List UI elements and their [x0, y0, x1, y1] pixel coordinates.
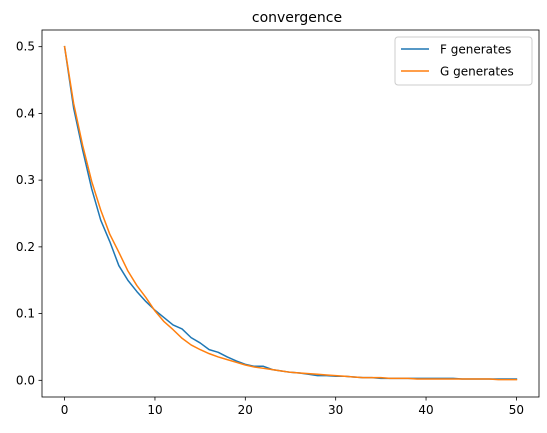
- plot-frame: [41, 29, 540, 398]
- x-tick-label: 50: [509, 403, 524, 417]
- chart-title: convergence: [252, 10, 342, 26]
- x-tick-label: 20: [238, 403, 253, 417]
- x-tick-label: 10: [147, 403, 162, 417]
- x-tick-label: 40: [418, 403, 433, 417]
- y-tick-label: 0.1: [16, 307, 35, 321]
- series-line-g-generates: [63, 45, 518, 381]
- legend-label-g-generates: G generates: [440, 65, 514, 79]
- legend-box: [394, 36, 533, 86]
- y-tick-label: 0.2: [16, 240, 35, 254]
- y-axis: 0.0 0.1 0.2 0.3 0.4 0.5: [16, 40, 42, 387]
- legend-label-f-generates: F generates: [440, 43, 511, 57]
- x-axis: 0 10 20 30 40 50: [61, 397, 524, 417]
- x-tick-label: 30: [328, 403, 343, 417]
- y-tick-label: 0.0: [16, 373, 35, 387]
- legend: F generates G generates: [394, 36, 533, 86]
- y-tick-label: 0.4: [16, 106, 35, 120]
- x-tick-label: 0: [61, 403, 69, 417]
- y-tick-label: 0.3: [16, 173, 35, 187]
- y-tick-label: 0.5: [16, 40, 35, 54]
